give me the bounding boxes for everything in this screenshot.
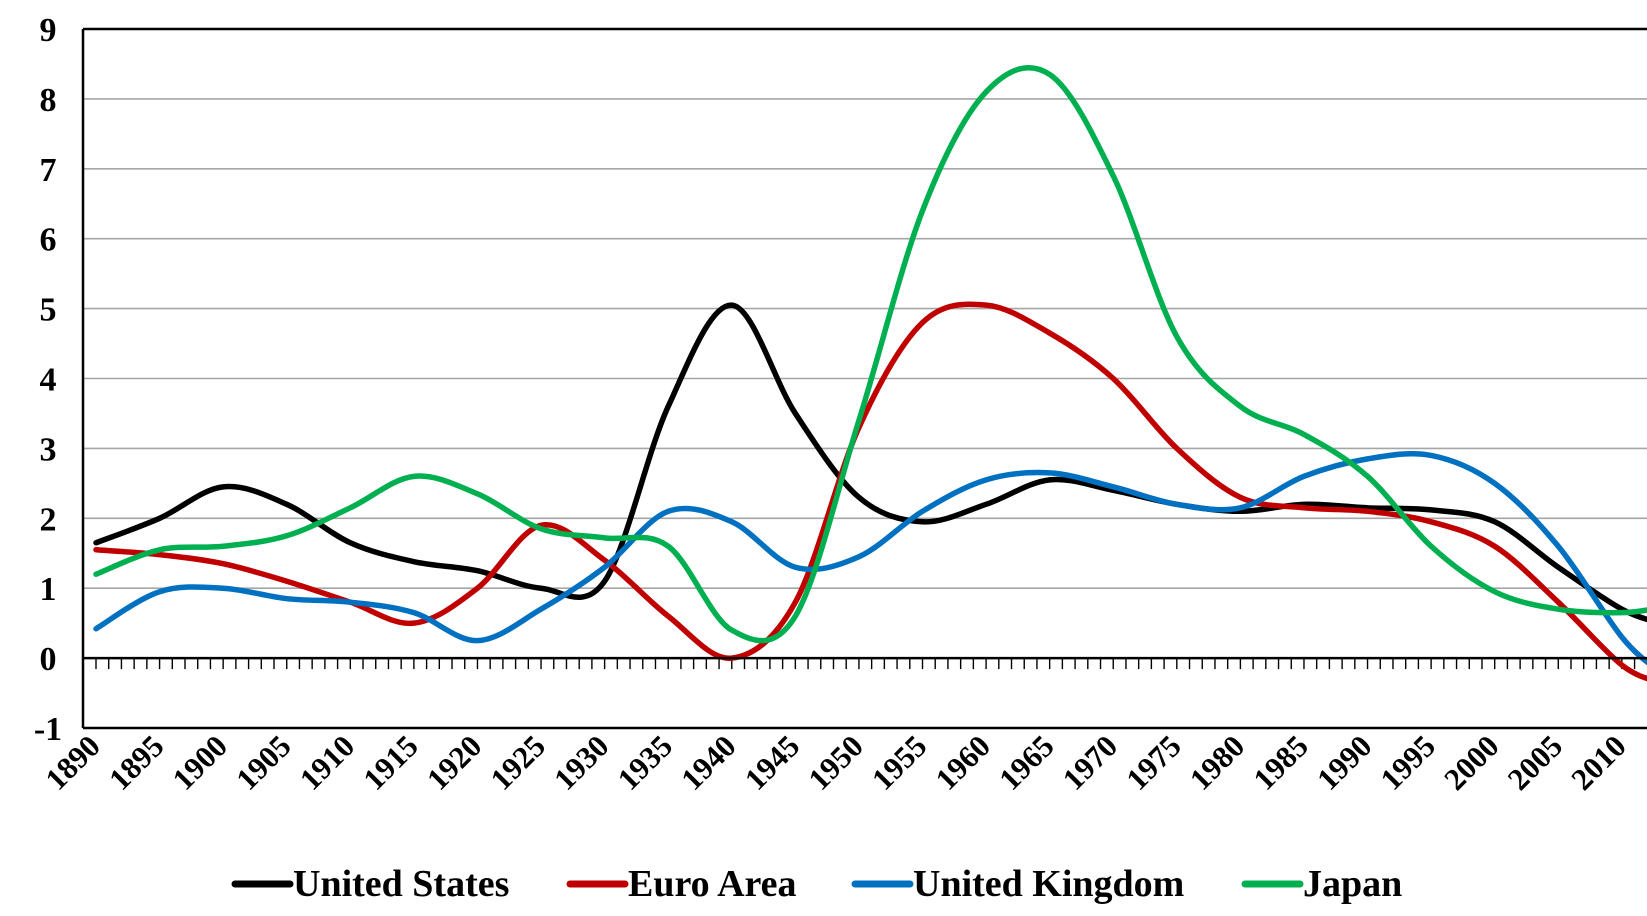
x-tick-label: 1940 <box>674 728 743 797</box>
x-tick-labels: 1890189519001905191019151920192519301935… <box>38 728 1632 797</box>
gridlines <box>83 28 1647 590</box>
x-tick-label: 1915 <box>356 728 425 797</box>
series-line-united-states <box>93 302 1647 623</box>
legend-label-japan: Japan <box>1303 863 1402 905</box>
x-tick-label: 2005 <box>1501 728 1570 797</box>
x-tick-label: 1910 <box>293 728 362 797</box>
x-tick-label: 1985 <box>1246 728 1315 797</box>
x-tick-label: 1900 <box>166 728 235 797</box>
y-tick-label: 7 <box>40 152 57 189</box>
y-tick-labels: 9 8 7 6 5 4 3 2 1 0 -1 <box>34 12 62 748</box>
y-tick-label: 0 <box>40 641 57 678</box>
x-tick-label: 1905 <box>229 728 298 797</box>
x-tick-label: 1945 <box>738 728 807 797</box>
series-layer <box>93 64 1647 682</box>
x-tick-label: 1950 <box>801 728 870 797</box>
x-tick-label: 1930 <box>547 728 616 797</box>
series-line-euro-area <box>93 301 1647 682</box>
y-tick-label: 8 <box>40 82 57 119</box>
x-tick-label: 1995 <box>1373 728 1442 797</box>
x-minor-ticks <box>95 658 1636 670</box>
y-tick-label: 6 <box>40 222 57 259</box>
legend-label-euro-area: Euro Area <box>628 863 797 905</box>
y-tick-label: 1 <box>40 571 57 608</box>
x-tick-label: 2000 <box>1437 728 1506 797</box>
legend: United States Euro Area United Kingdom Japa… <box>231 863 1402 905</box>
y-tick-label: -1 <box>34 711 62 748</box>
x-tick-label: 1965 <box>992 728 1061 797</box>
series-line-japan <box>93 64 1647 644</box>
x-tick-label: 1975 <box>1119 728 1188 797</box>
x-tick-label: 2010 <box>1564 728 1633 797</box>
x-tick-label: 1895 <box>102 728 171 797</box>
x-tick-label: 1920 <box>420 728 489 797</box>
axes <box>81 27 1647 730</box>
x-tick-label: 1935 <box>611 728 680 797</box>
x-tick-label: 1970 <box>1056 728 1125 797</box>
x-tick-label: 1960 <box>928 728 997 797</box>
y-tick-label: 4 <box>40 362 57 399</box>
series-line-united-kingdom <box>93 450 1647 666</box>
y-tick-label: 2 <box>40 501 57 538</box>
x-tick-label: 1955 <box>865 728 934 797</box>
x-tick-label: 1925 <box>483 728 552 797</box>
y-tick-label: 9 <box>40 12 57 49</box>
legend-label-united-states: United States <box>293 863 509 905</box>
y-tick-label: 3 <box>40 431 57 468</box>
x-tick-label: 1980 <box>1183 728 1252 797</box>
legend-label-united-kingdom: United Kingdom <box>913 863 1184 905</box>
y-tick-label: 5 <box>40 292 57 329</box>
x-tick-label: 1990 <box>1310 728 1379 797</box>
